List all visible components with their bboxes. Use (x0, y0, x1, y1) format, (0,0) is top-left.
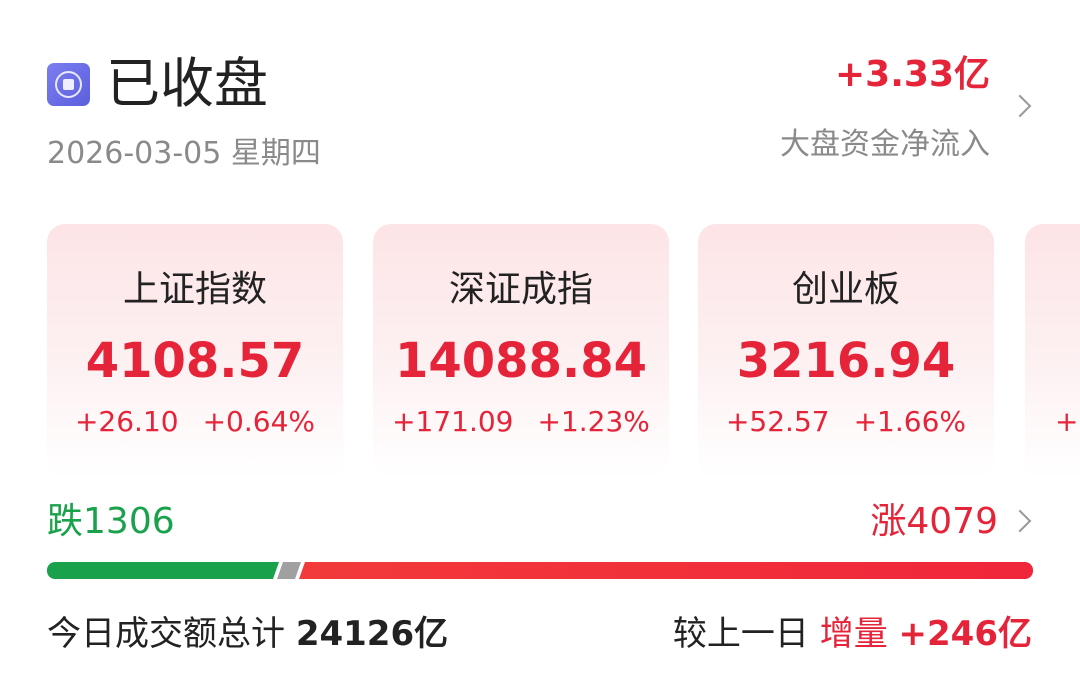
turnover-label: 今日成交额总计 (47, 614, 285, 654)
declining-value: 1306 (83, 501, 175, 542)
change-type: 增量 (819, 614, 888, 654)
index-name: 深证成指 (448, 269, 593, 310)
index-percent: +1.66% (853, 405, 967, 438)
index-card[interactable]: 深证成指 14088.84 +171.09 +1.23% (373, 224, 669, 478)
compare-label: 较上一日 (672, 614, 809, 654)
breadth-bar-up (299, 562, 1033, 579)
chevron-right-icon[interactable] (1008, 94, 1032, 118)
declining-count[interactable]: 跌1306 (47, 500, 175, 544)
net-inflow-label[interactable]: 大盘资金净流入 (780, 127, 990, 162)
breadth-bar (47, 562, 1033, 579)
advancing-label: 涨 (870, 501, 907, 542)
index-change: +26.10 (74, 405, 179, 438)
index-value: 4108.57 (85, 333, 305, 389)
index-percent: +0.64% (202, 405, 316, 438)
advancing-value: 4079 (906, 501, 998, 542)
index-change: +171.09 (392, 405, 514, 438)
breadth-bar-flat (277, 562, 301, 579)
index-card[interactable]: 上证指数 4108.57 +26.10 +0.64% (47, 224, 343, 478)
advancing-count[interactable]: 涨4079 (870, 500, 998, 544)
index-card[interactable]: + (1025, 224, 1080, 478)
chevron-right-icon[interactable] (1008, 509, 1032, 533)
change-value: +246亿 (898, 614, 1032, 654)
index-change: +52.57 (725, 405, 830, 438)
turnover-total: 今日成交额总计 24126亿 (47, 612, 448, 656)
breadth-bar-down (47, 562, 279, 579)
stop-circle-icon (47, 63, 90, 106)
index-card[interactable]: 创业板 3216.94 +52.57 +1.66% (698, 224, 994, 478)
index-percent: +1.23% (537, 405, 650, 438)
index-change: + (1055, 405, 1079, 438)
index-name: 上证指数 (122, 269, 267, 310)
market-date: 2026-03-05 星期四 (47, 136, 321, 171)
market-status-title: 已收盘 (106, 52, 268, 115)
index-value: 14088.84 (394, 333, 648, 389)
net-inflow-value[interactable]: +3.33亿 (835, 54, 990, 95)
index-value: 3216.94 (736, 333, 956, 389)
index-name: 创业板 (791, 269, 900, 310)
declining-label: 跌 (47, 501, 84, 542)
turnover-value: 24126亿 (295, 614, 449, 654)
turnover-compare: 较上一日 增量 +246亿 (673, 612, 1032, 656)
